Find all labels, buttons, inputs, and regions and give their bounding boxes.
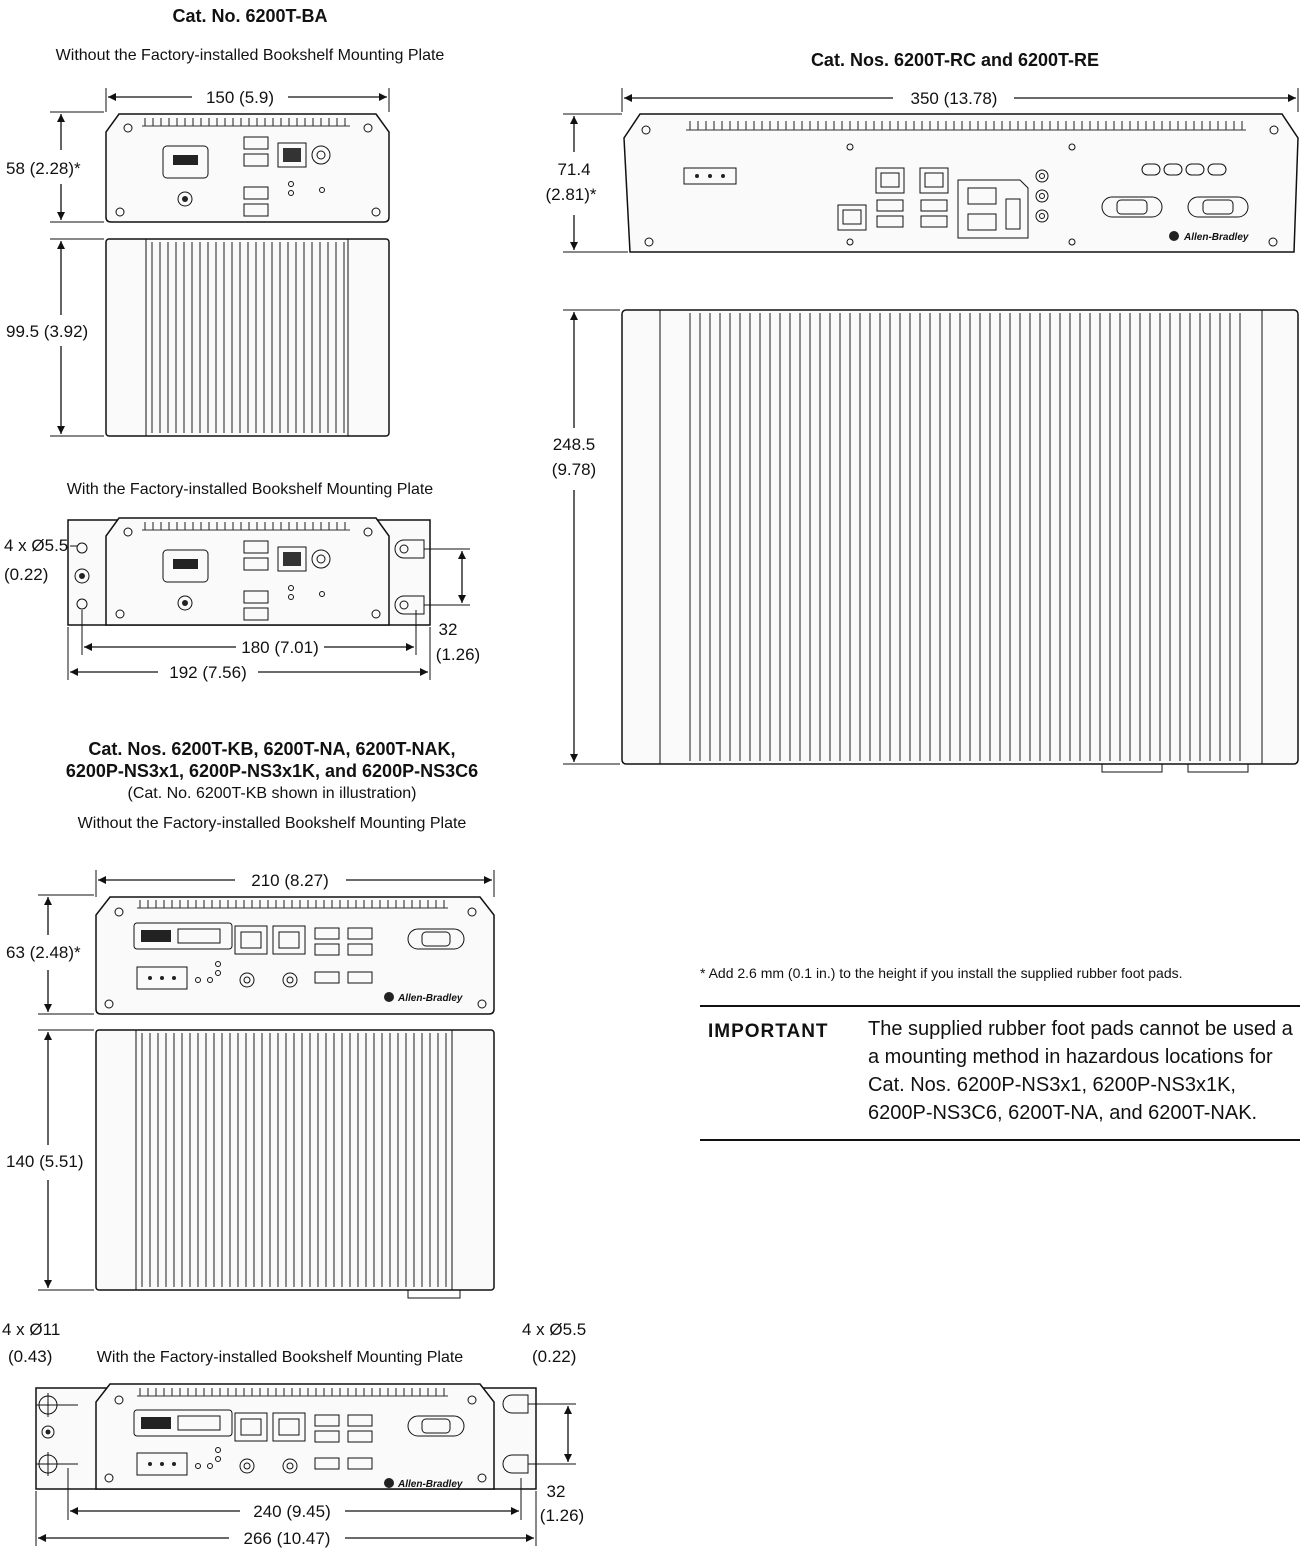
important-line-1: The supplied rubber foot pads cannot be …: [868, 1018, 1293, 1040]
rc-top-view: [621, 309, 1299, 773]
important-line-4: 6200P-NS3C6, 6200T-NA, and 6200T-NAK.: [868, 1102, 1258, 1124]
kb-plate-brand-text: Allen-Bradley: [397, 1479, 463, 1490]
rc-height-in: (2.81)*: [545, 185, 596, 204]
kb-top-fins: [137, 900, 448, 909]
rc-front-view: Allen-Bradley: [623, 113, 1299, 253]
kb-brand-text: Allen-Bradley: [397, 993, 463, 1004]
footnote: * Add 2.6 mm (0.1 in.) to the height if …: [700, 965, 1183, 981]
section-6200t-ba: Cat. No. 6200T-BA Without the Factory-in…: [4, 6, 480, 682]
kb-hole-qty: 4 x Ø5.5: [522, 1320, 586, 1339]
ba-ethernet-port: [277, 142, 307, 168]
kb-hole-in: (0.22): [532, 1347, 576, 1366]
ba-top-fins: [142, 118, 350, 127]
ba-depth-dimension: 99.5 (3.92): [6, 238, 104, 437]
kb-heatsink-fins: [141, 1033, 447, 1287]
ba-front-view: [105, 113, 390, 223]
kb-front-view: Allen-Bradley: [95, 896, 495, 1015]
ba-height-label: 58 (2.28)*: [6, 159, 81, 178]
important-text: The supplied rubber foot pads cannot be …: [868, 1007, 1300, 1127]
kb-hole-spacing-dimension: 32 (1.26): [540, 1406, 584, 1525]
kb-brand-badge: [384, 992, 394, 1002]
kb-title-line1: Cat. Nos. 6200T-KB, 6200T-NA, 6200T-NAK,: [88, 739, 455, 759]
kb-height-dimension: 63 (2.48)*: [6, 894, 94, 1015]
ba-hole-spacing-dimension: 32 (1.26): [436, 551, 480, 664]
ba-heatsink-fins: [151, 242, 345, 433]
kb-shown-note: (Cat. No. 6200T-KB shown in illustration…: [127, 785, 416, 802]
kb-height-label: 63 (2.48)*: [6, 943, 81, 962]
kb-title-line2: 6200P-NS3x1, 6200P-NS3x1K, and 6200P-NS3…: [66, 761, 478, 781]
ba-plate-view: [67, 517, 470, 626]
kb-power-connector: [136, 966, 188, 990]
ba-hole-spacing-in: (1.26): [436, 645, 480, 664]
rc-power-connector: [683, 167, 737, 185]
rc-display-ports: [957, 179, 1029, 239]
ba-hole-spacing: 32: [439, 620, 458, 639]
rc-height-mm: 71.4: [557, 160, 590, 179]
notes-section: * Add 2.6 mm (0.1 in.) to the height if …: [700, 965, 1300, 1141]
kb-hole-spacing-in: (1.26): [540, 1506, 584, 1525]
ba-usb-port: [243, 136, 269, 150]
rc-title: Cat. Nos. 6200T-RC and 6200T-RE: [811, 50, 1099, 70]
kb-plate-outer-label: 266 (10.47): [244, 1529, 331, 1548]
ba-width-label: 150 (5.9): [206, 88, 274, 107]
rc-width-label: 350 (13.78): [911, 89, 998, 108]
ba-without-plate-caption: Without the Factory-installed Bookshelf …: [56, 47, 445, 64]
kb-serial-port: [407, 928, 465, 950]
important-top-rule: [700, 1005, 1300, 1007]
kb-width-dimension: 210 (8.27): [95, 870, 495, 897]
kb-depth-dimension: 140 (5.51): [6, 1029, 94, 1291]
ba-hole-qty: 4 x Ø5.5: [4, 536, 68, 555]
rc-brand-text: Allen-Bradley: [1183, 232, 1249, 243]
rc-width-dimension: 350 (13.78): [621, 88, 1299, 112]
important-line-2: a mounting method in hazardous locations…: [868, 1046, 1273, 1068]
rc-brand-badge: [1169, 231, 1179, 241]
ba-with-plate-caption: With the Factory-installed Bookshelf Mou…: [67, 481, 434, 498]
rc-depth-dimension: 248.5 (9.78): [552, 309, 620, 765]
kb-plate-view: Allen-Bradley: [35, 1383, 576, 1490]
ba-hole-in: (0.22): [4, 565, 48, 584]
section-6200t-kb: Cat. Nos. 6200T-KB, 6200T-NA, 6200T-NAK,…: [2, 739, 586, 1548]
ba-height-dimension: 58 (2.28)*: [6, 111, 104, 223]
kb-hole-spacing: 32: [547, 1482, 566, 1501]
ba-plate-inner-label: 180 (7.01): [241, 638, 319, 657]
ba-width-dimension: 150 (5.9): [105, 88, 390, 112]
section-6200t-rc: Cat. Nos. 6200T-RC and 6200T-RE 350 (13.…: [545, 50, 1299, 773]
kb-without-plate-caption: Without the Factory-installed Bookshelf …: [78, 815, 467, 832]
important-line-3: Cat. Nos. 6200P-NS3x1, 6200P-NS3x1K,: [868, 1074, 1236, 1096]
rc-top-fins: [686, 121, 1246, 131]
kb-ethernet-port: [234, 925, 268, 955]
important-box: IMPORTANT The supplied rubber foot pads …: [700, 1007, 1300, 1127]
kb-plate-inner-label: 240 (9.45): [253, 1502, 331, 1521]
rc-depth-mm: 248.5: [553, 435, 596, 454]
kb-big-hole-in: (0.43): [8, 1347, 52, 1366]
important-bottom-rule: [700, 1139, 1300, 1141]
kb-plate-dimensions: 240 (9.45) 266 (10.47): [35, 1468, 537, 1548]
ba-plate-outer-label: 192 (7.56): [169, 663, 247, 682]
rc-heatsink-fins: [689, 313, 1241, 761]
ba-top-view: [105, 238, 390, 437]
ba-hdmi-port: [162, 145, 209, 179]
ba-depth-label: 99.5 (3.92): [6, 322, 88, 341]
kb-with-plate-caption: With the Factory-installed Bookshelf Mou…: [97, 1349, 464, 1366]
kb-depth-label: 140 (5.51): [6, 1152, 84, 1171]
rc-serial-port: [1101, 196, 1163, 218]
kb-width-label: 210 (8.27): [251, 871, 329, 890]
ba-title: Cat. No. 6200T-BA: [172, 6, 327, 26]
rc-depth-in: (9.78): [552, 460, 596, 479]
important-label: IMPORTANT: [708, 1021, 829, 1042]
ba-mount-hole: [76, 542, 88, 554]
kb-big-hole-qty: 4 x Ø11: [2, 1320, 60, 1339]
ba-plate-dimensions: 180 (7.01) 192 (7.56): [67, 610, 431, 682]
kb-hdmi-dp-ports: [133, 922, 233, 950]
rc-ethernet-port: [837, 204, 867, 231]
kb-top-view: [95, 1029, 495, 1299]
rc-height-dimension: 71.4 (2.81)*: [545, 113, 628, 253]
